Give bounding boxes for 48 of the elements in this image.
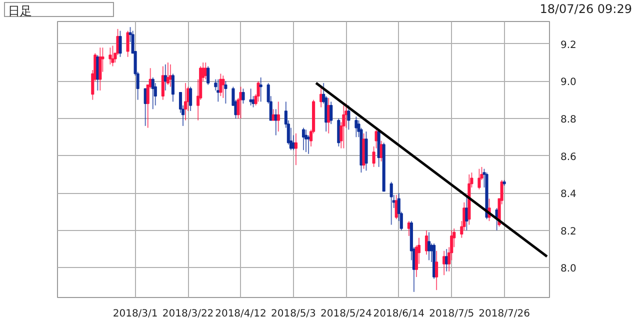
candlestick	[184, 82, 188, 121]
candlestick	[424, 230, 428, 256]
candlestick	[126, 30, 130, 58]
candlestick	[219, 73, 222, 97]
candlestick	[171, 73, 174, 102]
x-tick-label: 2018/3/1	[112, 308, 158, 320]
candlestick	[390, 181, 393, 226]
candlestick	[108, 47, 112, 65]
y-tick-label: 8.8	[560, 114, 576, 126]
y-tick-label: 8.2	[560, 226, 576, 238]
candlestick	[347, 104, 350, 130]
candlestick	[222, 75, 225, 98]
text: 18/07/26 09:29	[538, 1, 632, 18]
x-tick-label: 2018/5/3	[271, 308, 316, 320]
x-tick-label: 2018/7/26	[478, 308, 530, 320]
candlestick	[224, 80, 228, 104]
candlestick	[435, 250, 438, 291]
text: 日足	[4, 2, 114, 18]
x-tick-label: 2018/4/12	[215, 308, 266, 320]
y-tick-label: 8.0	[560, 264, 576, 275]
candlestick	[242, 88, 245, 104]
candlestick	[98, 47, 102, 91]
candlestick	[342, 104, 346, 149]
candlestick	[151, 76, 154, 110]
candlestick	[330, 101, 333, 125]
y-tick-label: 8.6	[560, 152, 576, 163]
x-tick-label: 2018/3/22	[162, 308, 214, 320]
x-tick-label: 2018/5/24	[320, 308, 372, 320]
candlestick	[216, 78, 220, 102]
x-tick-label: 2018/7/5	[429, 308, 474, 320]
y-tick-label: 9.0	[560, 77, 576, 88]
y-tick-label: 8.4	[560, 189, 576, 200]
candlestick	[189, 86, 192, 112]
candlestick	[118, 30, 122, 58]
candlestick	[111, 45, 114, 67]
candlestick	[161, 66, 164, 100]
candlestick	[478, 168, 481, 190]
candlestick	[166, 62, 170, 86]
candlestick	[304, 129, 308, 153]
candlestick	[276, 101, 280, 132]
x-tick-label: 2018/6/14	[373, 308, 425, 320]
y-tick-label: 9.2	[560, 40, 576, 51]
candlestick	[206, 66, 210, 86]
candlestick	[302, 127, 306, 151]
candlestick	[259, 76, 262, 102]
candlestick	[427, 232, 431, 261]
candlestick	[256, 80, 260, 102]
candlestick	[294, 132, 298, 166]
